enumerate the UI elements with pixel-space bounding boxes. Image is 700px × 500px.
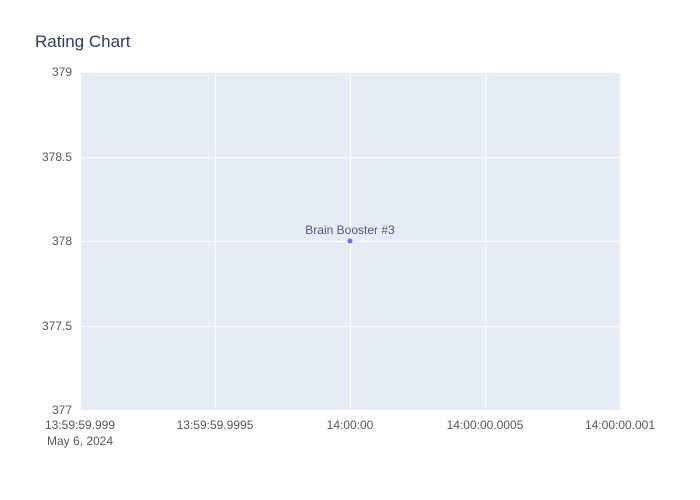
y-tick-label: 379 bbox=[52, 65, 72, 79]
x-tick-label: 14:00:00.001 bbox=[585, 418, 655, 432]
gridline-h bbox=[80, 72, 620, 73]
y-tick-label: 377 bbox=[52, 403, 72, 417]
chart-title: Rating Chart bbox=[35, 32, 130, 52]
gridline-h bbox=[80, 326, 620, 327]
y-tick-label: 377.5 bbox=[42, 319, 72, 333]
x-tick-label: 14:00:00.0005 bbox=[447, 418, 524, 432]
plot-area: Brain Booster #3 bbox=[80, 72, 620, 410]
x-tick-label: 13:59:59.9995 bbox=[177, 418, 254, 432]
gridline-v bbox=[620, 72, 621, 410]
x-tick-label: 14:00:00 bbox=[327, 418, 374, 432]
y-tick-label: 378.5 bbox=[42, 150, 72, 164]
gridline-h bbox=[80, 410, 620, 411]
y-tick-label: 378 bbox=[52, 234, 72, 248]
gridline-h bbox=[80, 157, 620, 158]
data-point-label: Brain Booster #3 bbox=[305, 223, 394, 237]
x-tick-label: 13:59:59.999 bbox=[45, 418, 115, 432]
x-date-label: May 6, 2024 bbox=[47, 434, 113, 448]
data-point bbox=[348, 239, 353, 244]
